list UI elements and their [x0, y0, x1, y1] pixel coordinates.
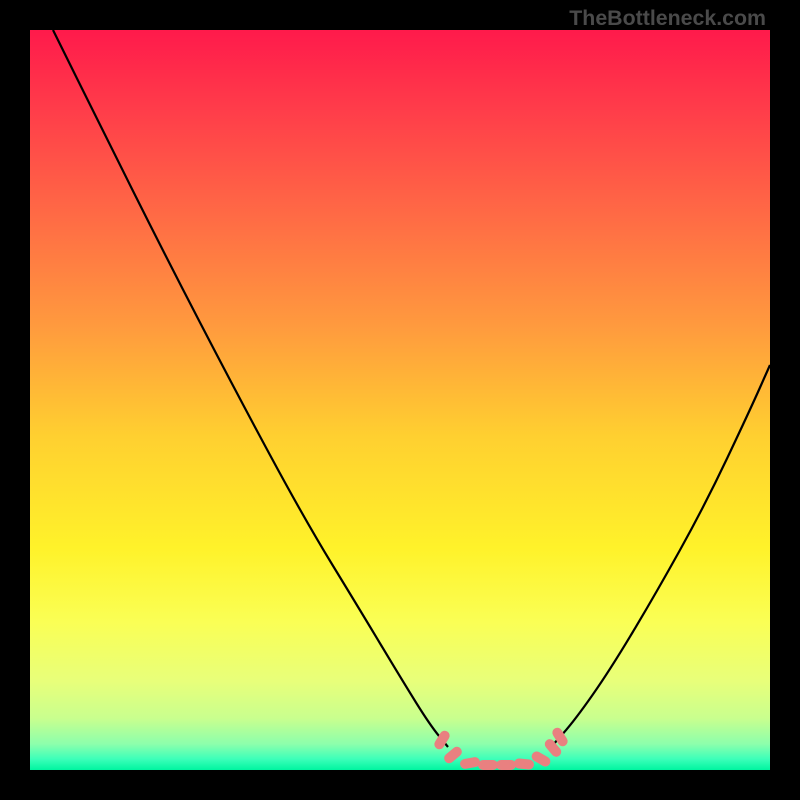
chart-frame: TheBottleneck.com — [0, 0, 800, 800]
curve-right-branch — [552, 365, 770, 746]
valley-marker — [459, 756, 480, 769]
valley-markers — [432, 726, 569, 770]
valley-marker — [496, 760, 516, 770]
valley-marker — [478, 760, 498, 770]
valley-marker — [514, 758, 535, 770]
curve-left-branch — [53, 30, 448, 747]
watermark-text: TheBottleneck.com — [569, 6, 766, 31]
plot-area — [30, 30, 770, 770]
curve-layer — [30, 30, 770, 770]
